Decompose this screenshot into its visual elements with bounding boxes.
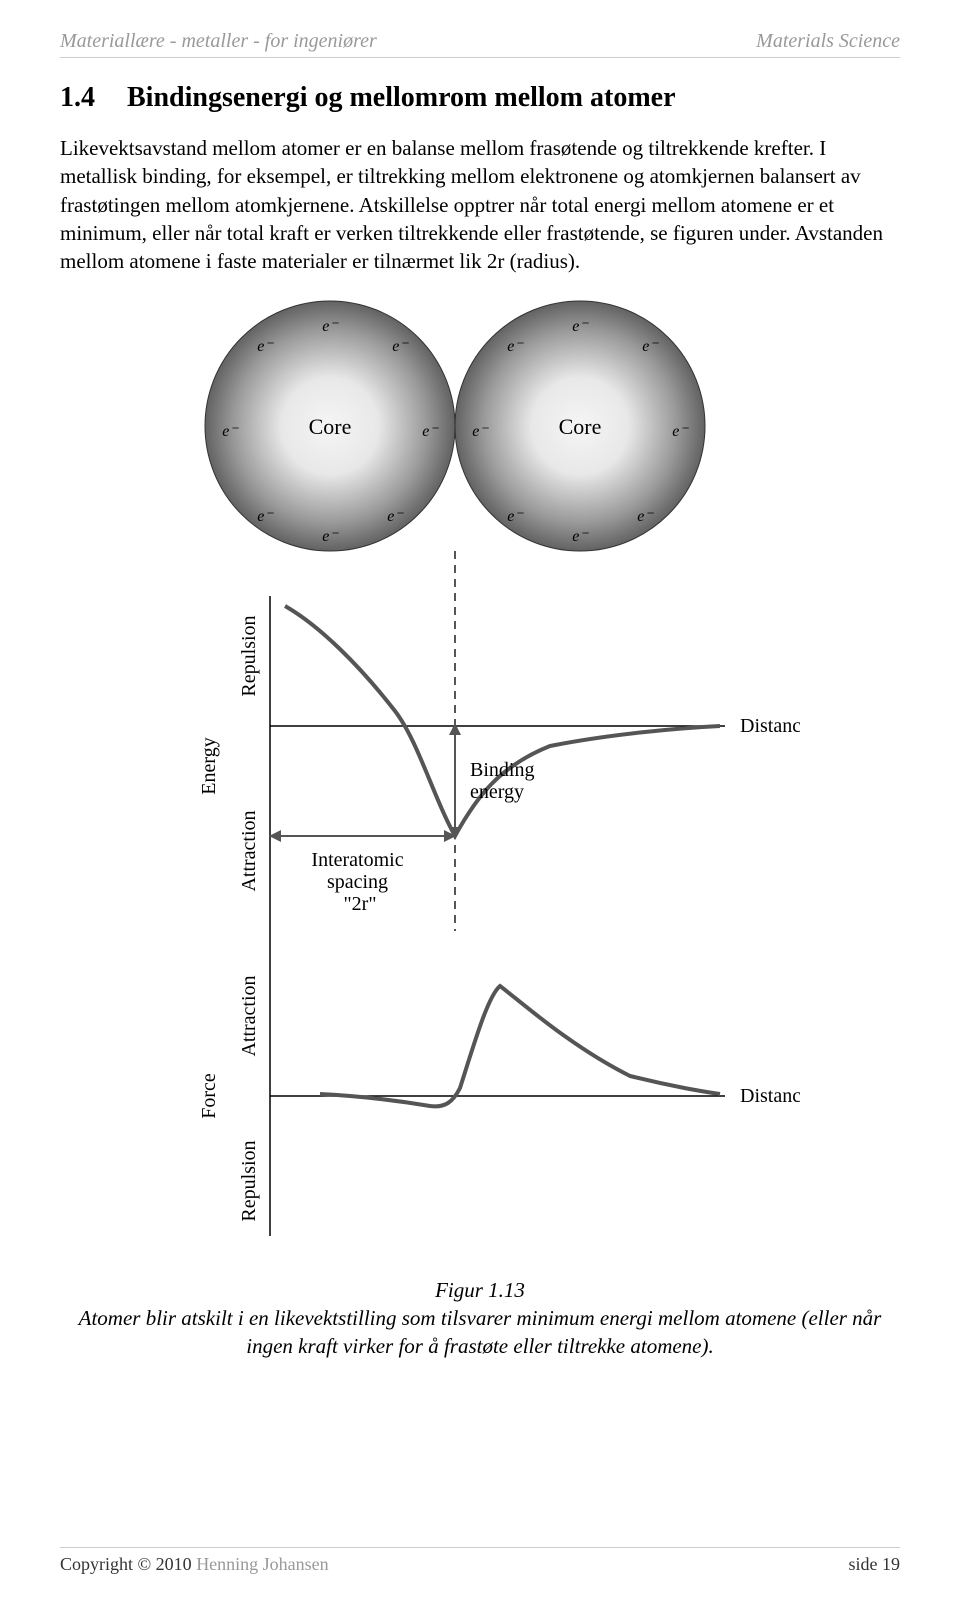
core-label-right: Core xyxy=(559,414,602,439)
header-left: Materiallære - metaller - for ingeniører xyxy=(60,30,377,53)
copyright-text: Copyright © 2010 xyxy=(60,1554,192,1574)
svg-text:e⁻: e⁻ xyxy=(387,508,404,525)
caption-text: Atomer blir atskilt i en likevektstillin… xyxy=(79,1306,882,1358)
figure-svg: Core e⁻ e⁻ e⁻ e⁻ e⁻ e⁻ e⁻ e⁻ Core e⁻ e⁻ … xyxy=(160,296,800,1256)
svg-text:e⁻: e⁻ xyxy=(642,338,659,355)
atom-left: Core e⁻ e⁻ e⁻ e⁻ e⁻ e⁻ e⁻ e⁻ xyxy=(205,301,455,551)
body-paragraph: Likevektsavstand mellom atomer er en bal… xyxy=(60,134,900,276)
force-ylabel: Force xyxy=(198,1073,220,1119)
svg-text:e⁻: e⁻ xyxy=(507,508,524,525)
spacing-line-3: "2r" xyxy=(344,893,377,915)
caption-label: Figur 1.13 xyxy=(435,1278,525,1302)
energy-attraction-label: Attraction xyxy=(238,810,260,891)
figure: Core e⁻ e⁻ e⁻ e⁻ e⁻ e⁻ e⁻ e⁻ Core e⁻ e⁻ … xyxy=(60,296,900,1256)
binding-label-2: energy xyxy=(470,781,524,803)
svg-text:e⁻: e⁻ xyxy=(572,318,589,335)
svg-text:e⁻: e⁻ xyxy=(637,508,654,525)
footer-left: Copyright © 2010 Henning Johansen xyxy=(60,1554,329,1575)
svg-text:e⁻: e⁻ xyxy=(322,528,339,545)
section-title: 1.4 Bindingsenergi og mellomrom mellom a… xyxy=(60,82,900,114)
atom-right: Core e⁻ e⁻ e⁻ e⁻ e⁻ e⁻ e⁻ e⁻ xyxy=(455,301,705,551)
spacing-line-2: spacing xyxy=(327,871,388,893)
svg-text:e⁻: e⁻ xyxy=(392,338,409,355)
svg-text:e⁻: e⁻ xyxy=(472,423,489,440)
section-number: 1.4 xyxy=(60,82,120,114)
page-number: side 19 xyxy=(849,1554,901,1575)
binding-label-1: Binding xyxy=(470,759,534,781)
svg-text:e⁻: e⁻ xyxy=(507,338,524,355)
force-xlabel: Distance xyxy=(740,1085,800,1107)
svg-text:e⁻: e⁻ xyxy=(257,338,274,355)
svg-text:e⁻: e⁻ xyxy=(222,423,239,440)
page-header: Materiallære - metaller - for ingeniører… xyxy=(60,30,900,58)
spacing-line-1: Interatomic xyxy=(311,849,403,871)
section-title-text: Bindingsenergi og mellomrom mellom atome… xyxy=(127,82,676,113)
svg-text:Interatomic spacing: Interatomic spacing "2r" xyxy=(311,849,408,915)
force-curve xyxy=(320,986,720,1106)
energy-plot: Energy Repulsion Attraction Distance Bin… xyxy=(198,596,800,936)
energy-repulsion-label: Repulsion xyxy=(238,615,260,696)
energy-xlabel: Distance xyxy=(740,715,800,737)
svg-text:e⁻: e⁻ xyxy=(572,528,589,545)
figure-caption: Figur 1.13 Atomer blir atskilt i en like… xyxy=(60,1276,900,1361)
svg-text:e⁻: e⁻ xyxy=(322,318,339,335)
energy-ylabel: Energy xyxy=(198,737,220,794)
force-repulsion-label: Repulsion xyxy=(238,1140,260,1221)
svg-text:Binding energy: Binding energy xyxy=(470,759,539,803)
core-label-left: Core xyxy=(309,414,352,439)
svg-text:e⁻: e⁻ xyxy=(422,423,439,440)
header-right: Materials Science xyxy=(756,30,900,53)
force-attraction-label: Attraction xyxy=(238,975,260,1056)
svg-text:e⁻: e⁻ xyxy=(672,423,689,440)
footer-author: Henning Johansen xyxy=(196,1554,328,1574)
svg-text:e⁻: e⁻ xyxy=(257,508,274,525)
force-plot: Force Attraction Repulsion Distance xyxy=(198,936,800,1236)
page-footer: Copyright © 2010 Henning Johansen side 1… xyxy=(60,1547,900,1575)
